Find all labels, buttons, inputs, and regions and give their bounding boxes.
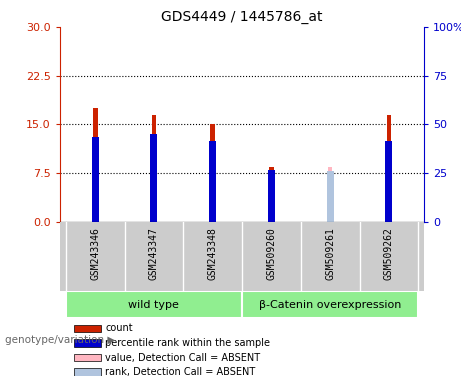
Text: genotype/variation ▶: genotype/variation ▶ — [5, 335, 115, 345]
Bar — [328, 167, 332, 222]
Text: β-Catenin overexpression: β-Catenin overexpression — [259, 300, 402, 310]
Bar — [152, 114, 156, 222]
Bar — [92, 137, 99, 222]
Bar — [210, 124, 215, 222]
Text: GSM509261: GSM509261 — [325, 227, 335, 280]
Bar — [75, 354, 100, 361]
Bar — [268, 170, 275, 222]
Bar — [326, 171, 334, 222]
Bar — [209, 141, 216, 222]
Text: GSM509262: GSM509262 — [384, 227, 394, 280]
Bar — [386, 114, 391, 222]
Text: GSM243348: GSM243348 — [207, 227, 218, 280]
Bar — [242, 291, 418, 318]
Text: percentile rank within the sample: percentile rank within the sample — [105, 338, 270, 348]
Text: rank, Detection Call = ABSENT: rank, Detection Call = ABSENT — [105, 367, 255, 377]
Text: GSM243347: GSM243347 — [149, 227, 159, 280]
Text: value, Detection Call = ABSENT: value, Detection Call = ABSENT — [105, 353, 260, 362]
Bar — [75, 324, 100, 332]
Bar — [66, 291, 242, 318]
Text: count: count — [105, 323, 133, 333]
Bar — [75, 339, 100, 347]
Text: GSM509260: GSM509260 — [266, 227, 277, 280]
Bar — [269, 167, 274, 222]
Text: GSM243346: GSM243346 — [90, 227, 100, 280]
Bar — [385, 141, 392, 222]
Bar — [75, 368, 100, 376]
Text: wild type: wild type — [129, 300, 179, 310]
Bar — [93, 108, 98, 222]
Title: GDS4449 / 1445786_at: GDS4449 / 1445786_at — [161, 10, 323, 25]
Bar — [150, 134, 158, 222]
